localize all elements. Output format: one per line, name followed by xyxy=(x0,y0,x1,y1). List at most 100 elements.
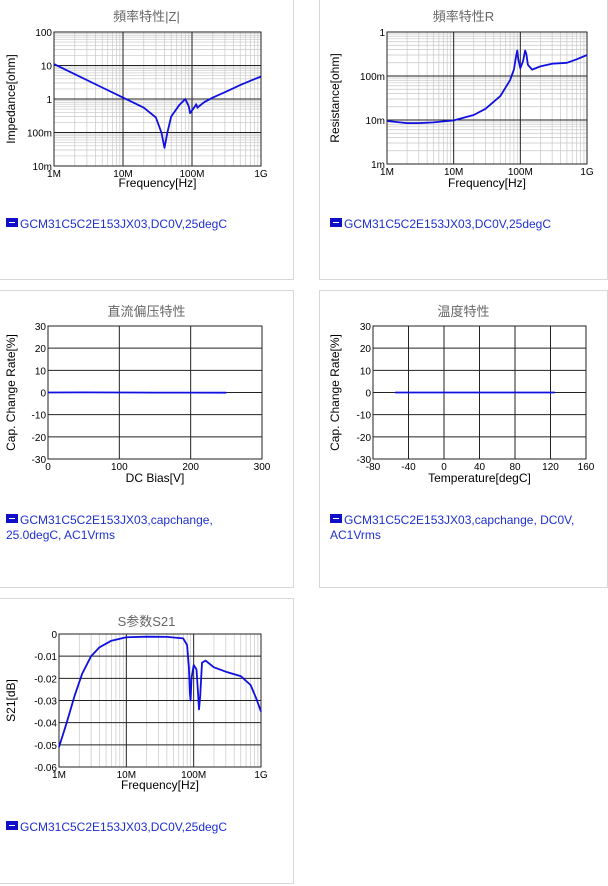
series-line xyxy=(58,635,262,748)
x-tick-label: 120 xyxy=(542,462,559,473)
legend-swatch-icon xyxy=(6,821,18,831)
panel-s21: S参数S21 1M 10M 100M 1G -0.06 -0.05 -0.04 -0.03 -0… xyxy=(0,598,294,884)
legend-swatch-icon xyxy=(330,218,342,228)
y-tick-label: -0.06 xyxy=(34,763,57,774)
plot-area: 1M 10M 100M 1G 10m 100m 1 10 100 xyxy=(27,28,268,180)
legend-swatch-icon xyxy=(6,218,18,228)
plot-frame xyxy=(372,325,587,460)
series-line xyxy=(53,63,262,149)
x-tick-label: 80 xyxy=(509,462,521,473)
legend-label: GCM31C5C2E153JX03,DC0V,25degC xyxy=(20,216,228,231)
x-tick-label: -80 xyxy=(366,462,381,473)
plot-area: 0 100 200 300 -30 -20 -10 0 10 20 30 xyxy=(32,322,271,473)
x-tick-label: 1G xyxy=(580,167,594,178)
dc-bias-chart: 0 100 200 300 -30 -20 -10 0 10 20 30 DC Bias[V] Cap.… xyxy=(4,322,271,485)
y-tick-label: -0.05 xyxy=(34,741,57,752)
x-tick-label: 0 xyxy=(45,462,51,473)
chart-title: 頻率特性R xyxy=(432,9,495,24)
y-tick-label: 0 xyxy=(365,389,371,400)
y-tick-label: 0 xyxy=(40,389,46,400)
x-tick-label: 300 xyxy=(254,462,271,473)
series-line xyxy=(386,49,588,124)
x-axis-label: Temperature[degC] xyxy=(428,471,531,485)
y-tick-label: 1 xyxy=(379,28,385,39)
x-axis-label: Frequency[Hz] xyxy=(121,778,199,792)
y-tick-label: -20 xyxy=(32,433,47,444)
y-tick-label: -30 xyxy=(32,455,47,466)
y-tick-label: 30 xyxy=(360,322,372,333)
x-axis-label: Frequency[Hz] xyxy=(448,176,526,190)
legend-swatch-icon xyxy=(6,514,18,524)
legend[interactable]: GCM31C5C2E153JX03,DC0V,25degC xyxy=(6,216,286,231)
x-tick-label: 100M xyxy=(508,167,533,178)
plot-frame xyxy=(53,31,262,167)
y-tick-label: 100m xyxy=(360,72,385,83)
x-tick-label: 100 xyxy=(111,462,128,473)
y-tick-label: -0.04 xyxy=(34,719,57,730)
x-tick-label: 40 xyxy=(474,462,486,473)
panel-impedance: 頻率特性|Z| 1M 10M 100M 1G 10m 100m 1 10 100 Frequenc… xyxy=(0,0,294,280)
x-tick-label: 100M xyxy=(181,770,206,781)
chart-title: 直流偏压特性 xyxy=(107,304,186,319)
panel-temperature: 温度特性 -80 -40 0 40 80 120 160 -30 -20 -10 0 10 20 30 Te… xyxy=(319,290,608,588)
y-tick-label: -0.03 xyxy=(34,697,57,708)
plot-area: 1M 10M 100M 1G -0.06 -0.05 -0.04 -0.03 -0.02 -0.0… xyxy=(34,630,268,781)
panel-dc-bias: 直流偏压特性 0 100 200 300 -30 -20 -10 0 10 20 30 DC Bias… xyxy=(0,290,294,588)
y-tick-label: -20 xyxy=(357,433,372,444)
chart-title: S参数S21 xyxy=(117,614,176,629)
x-axis-label: Frequency[Hz] xyxy=(118,176,196,190)
y-tick-label: -0.01 xyxy=(34,652,57,663)
y-tick-label: 1m xyxy=(371,160,385,171)
x-tick-label: 100M xyxy=(179,169,204,180)
legend[interactable]: GCM31C5C2E153JX03,DC0V,25degC xyxy=(6,819,286,834)
y-axis-label: S21[dB] xyxy=(4,679,18,722)
y-tick-label: 10 xyxy=(360,366,372,377)
x-tick-label: 160 xyxy=(578,462,595,473)
x-tick-label: 1M xyxy=(380,167,394,178)
y-tick-label: -10 xyxy=(32,411,47,422)
y-axis-label: Cap. Change Rate[%] xyxy=(4,334,18,451)
y-tick-label: -30 xyxy=(357,455,372,466)
y-tick-label: -0.02 xyxy=(34,674,57,685)
x-tick-label: 10M xyxy=(113,169,132,180)
x-tick-label: 200 xyxy=(182,462,199,473)
x-tick-label: 1G xyxy=(254,770,268,781)
s21-chart: 1M 10M 100M 1G -0.06 -0.05 -0.04 -0.03 -0.02 -0.0… xyxy=(4,630,268,792)
y-axis-label: Cap. Change Rate[%] xyxy=(328,334,342,451)
panel-resistance: 頻率特性R 1M 10M 100M 1G 1m 10m 100m 1 Frequency[Hz]… xyxy=(319,0,608,280)
x-tick-label: 1G xyxy=(254,169,268,180)
y-tick-label: 10m xyxy=(33,162,52,173)
chart-title: 温度特性 xyxy=(437,304,490,319)
x-tick-label: 1M xyxy=(52,770,66,781)
y-axis-label: Resistance[ohm] xyxy=(328,53,342,142)
x-axis-label: DC Bias[V] xyxy=(126,471,185,485)
y-tick-label: 20 xyxy=(35,344,47,355)
x-tick-label: -40 xyxy=(401,462,416,473)
temperature-chart: -80 -40 0 40 80 120 160 -30 -20 -10 0 10 20 30 Tempera… xyxy=(328,322,595,485)
y-tick-label: 10 xyxy=(41,62,53,73)
legend-label: GCM31C5C2E153JX03,capchange, DC0V, AC1Vr… xyxy=(330,512,575,542)
chart-title: 頻率特性|Z| xyxy=(113,9,180,24)
y-tick-label: 20 xyxy=(360,344,372,355)
y-tick-label: -10 xyxy=(357,411,372,422)
plot-frame xyxy=(386,31,588,165)
x-tick-label: 0 xyxy=(441,462,447,473)
x-tick-label: 1M xyxy=(47,169,61,180)
y-tick-label: 10m xyxy=(366,116,385,127)
y-axis-label: Impedance[ohm] xyxy=(4,54,18,143)
y-tick-label: 10 xyxy=(35,366,47,377)
legend[interactable]: GCM31C5C2E153JX03,capchange, DC0V, AC1Vr… xyxy=(330,512,600,542)
y-tick-label: 100 xyxy=(35,28,52,39)
plot-frame xyxy=(58,633,262,768)
x-tick-label: 10M xyxy=(117,770,136,781)
legend-label: GCM31C5C2E153JX03,DC0V,25degC xyxy=(20,819,228,834)
legend-swatch-icon xyxy=(330,514,342,524)
plot-area: 1M 10M 100M 1G 1m 10m 100m 1 xyxy=(360,28,594,178)
plot-background xyxy=(387,32,587,164)
impedance-chart: 1M 10M 100M 1G 10m 100m 1 10 100 Frequency[Hz] Imp… xyxy=(4,28,268,190)
y-tick-label: 100m xyxy=(27,129,52,140)
legend[interactable]: GCM31C5C2E153JX03,capchange, 25.0degC, A… xyxy=(6,512,256,542)
x-tick-label: 10M xyxy=(444,167,463,178)
plot-area: -80 -40 0 40 80 120 160 -30 -20 -10 0 10 20 30 xyxy=(357,322,595,473)
legend[interactable]: GCM31C5C2E153JX03,DC0V,25degC xyxy=(330,216,606,231)
